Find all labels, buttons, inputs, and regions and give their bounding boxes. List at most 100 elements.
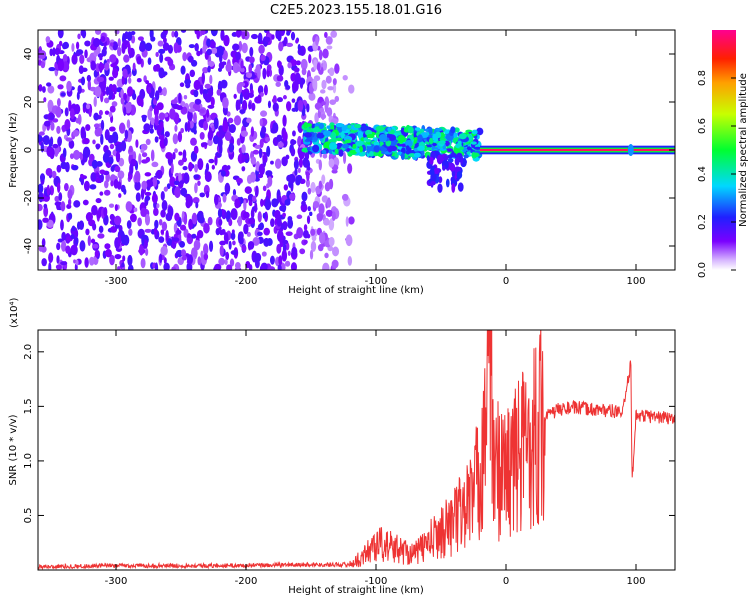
spectrogram-noise-cell xyxy=(238,40,243,52)
spectrogram-noise-cell xyxy=(240,60,244,69)
spectrogram-noise-cell xyxy=(176,105,183,111)
spectrogram-noise-cell xyxy=(260,110,268,117)
spectrogram-noise-cell xyxy=(244,152,250,160)
spectrogram-band-cell xyxy=(312,144,320,153)
spectrogram-band-cell xyxy=(443,155,449,161)
spectrogram-noise-cell xyxy=(330,30,338,38)
spectrogram-noise-cell xyxy=(186,254,194,265)
spectrogram-noise-cell xyxy=(331,259,339,269)
spectrogram-noise-cell xyxy=(248,56,255,64)
spectrogram-band-cell xyxy=(335,137,343,142)
spectrogram-noise-cell xyxy=(153,226,158,236)
spectrogram-noise-cell xyxy=(151,161,159,168)
spectrogram-band-cell xyxy=(466,151,471,155)
spectrogram-noise-cell xyxy=(239,109,246,114)
spectrogram-noise-cell xyxy=(300,58,308,71)
spectrogram-noise-cell xyxy=(268,266,276,270)
spectrogram-noise-cell xyxy=(193,239,201,251)
spectrogram-noise-cell xyxy=(196,30,201,40)
spectrogram-noise-cell xyxy=(264,198,272,211)
spectrogram-noise-cell xyxy=(328,236,335,247)
spectrogram-noise-cell xyxy=(221,61,227,66)
snr-y-ticks: 0.5 1.0 1.5 2.0 xyxy=(23,344,675,523)
spectrogram-noise-cell xyxy=(219,245,224,257)
spectrogram-band-cell xyxy=(316,132,325,139)
spectrogram-noise-cell xyxy=(69,108,75,120)
spectrogram-noise-cell xyxy=(80,178,84,186)
spectrogram-noise-cell xyxy=(324,252,329,259)
spectrogram-band-cell xyxy=(463,154,469,159)
spectrogram-noise-cell xyxy=(251,195,257,202)
spectrogram-noise-cell xyxy=(259,138,264,148)
spectrogram-noise-cell xyxy=(60,92,66,97)
spectrogram-noise-cell xyxy=(145,138,151,146)
spectrogram-y-tick-label: -20 xyxy=(23,190,34,206)
spectrogram-x-tick-label: -300 xyxy=(105,276,128,287)
spectrogram-noise-cell xyxy=(167,44,174,54)
spectrogram-noise-cell xyxy=(174,30,179,38)
spectrogram-noise-cell xyxy=(318,180,323,190)
spectrogram-band-cell xyxy=(344,139,352,144)
spectrogram-noise-cell xyxy=(206,48,212,56)
snr-x-label: Height of straight line (km) xyxy=(288,585,424,596)
spectrogram-noise-cell xyxy=(202,45,207,54)
spectrogram-noise-cell xyxy=(263,84,268,96)
spectrogram-noise-cell xyxy=(56,125,61,134)
spectrogram-noise-cell xyxy=(192,197,200,204)
spectrogram-noise-cell xyxy=(269,255,275,265)
spectrogram-band-cell xyxy=(414,127,421,131)
spectrogram-noise-cell xyxy=(197,180,201,186)
spectrogram-noise-cell xyxy=(77,33,81,40)
spectrogram-noise-cell xyxy=(292,140,297,145)
spectrogram-noise-cell xyxy=(255,185,259,197)
spectrogram-noise-cell xyxy=(277,264,282,270)
spectrogram-band-cell xyxy=(340,131,345,139)
spectrogram-noise-cell xyxy=(224,259,228,266)
spectrogram-band-cell xyxy=(447,154,453,159)
spectrogram-noise-cell xyxy=(314,102,323,110)
spectrogram-noise-cell xyxy=(258,163,265,176)
spectrogram-noise-cell xyxy=(172,133,179,145)
spectrogram-noise-cell xyxy=(312,78,318,90)
spectrogram-noise-cell xyxy=(161,221,168,232)
spectrogram-noise-cell xyxy=(89,184,97,190)
spectrogram-noise-cell xyxy=(240,130,248,137)
spectrogram-noise-cell xyxy=(315,35,319,46)
spectrogram-noise-cell xyxy=(259,222,265,230)
spectrogram-noise-cell xyxy=(118,193,122,198)
spectrogram-noise-cell xyxy=(162,37,167,44)
spectrogram-noise-cell xyxy=(67,189,73,200)
spectrogram-noise-cell xyxy=(241,99,248,112)
spectrogram-noise-cell xyxy=(239,236,244,245)
spectrogram-noise-cell xyxy=(241,144,246,154)
spectrogram-noise-cell xyxy=(318,203,325,216)
spectrogram-noise-cell xyxy=(163,262,170,270)
spectrogram-noise-cell xyxy=(46,184,50,196)
spectrogram-noise-cell xyxy=(108,76,114,81)
spectrogram-noise-cell xyxy=(258,44,265,54)
spectrogram-noise-cell xyxy=(188,108,196,113)
spectrogram-noise-cell xyxy=(276,230,284,242)
spectrogram-noise-cell xyxy=(74,103,81,115)
spectrogram-noise-cell xyxy=(172,237,180,242)
spectrogram-noise-cell xyxy=(155,51,159,58)
spectrogram-noise-cell xyxy=(290,31,296,41)
spectrogram-noise-cell xyxy=(159,53,164,64)
spectrogram-noise-cell xyxy=(68,139,75,149)
spectrogram-noise-cell xyxy=(301,67,307,76)
spectrogram-noise-cell xyxy=(251,102,256,112)
spectrogram-noise-cell xyxy=(228,142,235,153)
spectrogram-noise-cell xyxy=(217,67,223,72)
spectrogram-noise-cell xyxy=(70,244,78,256)
colorbar-tick-label: 0.0 xyxy=(697,262,708,278)
spectrogram-band-cell xyxy=(364,138,372,143)
spectrogram-noise-cell xyxy=(62,53,68,63)
spectrogram-noise-cell xyxy=(163,137,168,147)
spectrogram-noise-cell xyxy=(265,136,271,142)
spectrogram-noise-cell xyxy=(193,129,197,135)
spectrogram-noise-cell xyxy=(121,41,126,54)
spectrogram-noise-cell xyxy=(75,259,79,266)
spectrogram-noise-cell xyxy=(111,101,118,107)
spectrogram-noise-cell xyxy=(135,192,141,202)
spectrogram-noise-cell xyxy=(94,250,100,258)
